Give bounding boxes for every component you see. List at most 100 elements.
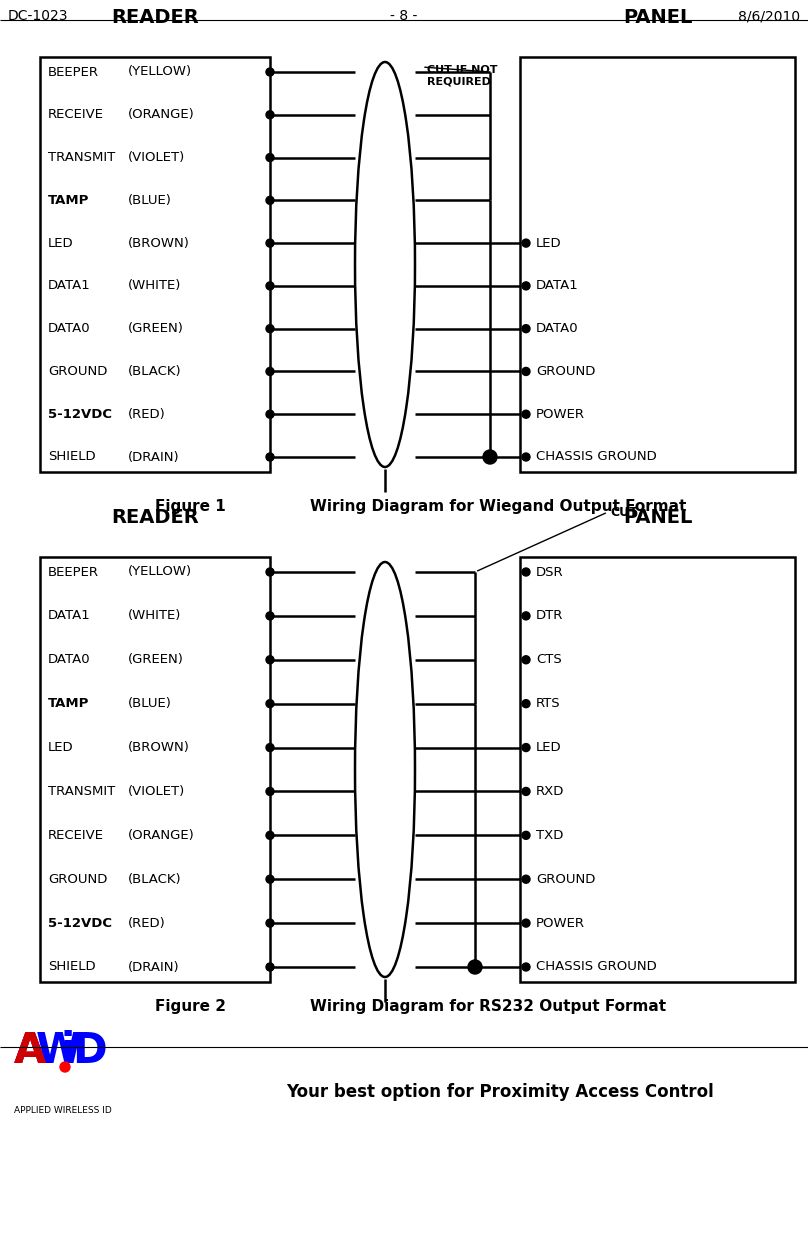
Circle shape: [522, 875, 530, 883]
Text: DATA0: DATA0: [48, 653, 90, 666]
Ellipse shape: [355, 62, 415, 466]
Circle shape: [266, 787, 274, 796]
Text: READER: READER: [112, 7, 199, 27]
Text: DC-1023: DC-1023: [8, 9, 69, 22]
Circle shape: [522, 612, 530, 620]
Circle shape: [266, 282, 274, 289]
Text: Wiring Diagram for RS232 Output Format: Wiring Diagram for RS232 Output Format: [310, 999, 666, 1014]
Text: CHASSIS GROUND: CHASSIS GROUND: [536, 450, 657, 464]
Text: (WHITE): (WHITE): [128, 610, 181, 622]
Text: READER: READER: [112, 508, 199, 527]
Text: (GREEN): (GREEN): [128, 653, 184, 666]
Text: TAMP: TAMP: [48, 697, 90, 711]
Circle shape: [266, 743, 274, 752]
Bar: [40, 57, 270, 473]
Text: RXD: RXD: [536, 784, 564, 798]
Text: GROUND: GROUND: [536, 873, 595, 885]
Circle shape: [266, 153, 274, 162]
Bar: [40, 557, 270, 981]
Text: PANEL: PANEL: [623, 7, 692, 27]
Text: DATA1: DATA1: [48, 610, 90, 622]
Text: (DRAIN): (DRAIN): [128, 960, 179, 974]
Text: TAMP: TAMP: [48, 193, 90, 207]
Text: Figure 2: Figure 2: [155, 999, 226, 1014]
Circle shape: [522, 787, 530, 796]
Text: SHIELD: SHIELD: [48, 960, 95, 974]
Text: (BLACK): (BLACK): [128, 873, 182, 885]
Text: (GREEN): (GREEN): [128, 322, 184, 335]
Text: BEEPER: BEEPER: [48, 66, 99, 79]
Circle shape: [522, 700, 530, 707]
Text: (DRAIN): (DRAIN): [128, 450, 179, 464]
Text: LED: LED: [48, 741, 74, 754]
Text: APPLIED WIRELESS ID: APPLIED WIRELESS ID: [14, 1106, 112, 1115]
Text: W: W: [36, 1030, 82, 1072]
Circle shape: [266, 567, 274, 576]
Circle shape: [266, 196, 274, 205]
Text: BEEPER: BEEPER: [48, 565, 99, 579]
Circle shape: [266, 963, 274, 971]
Circle shape: [522, 963, 530, 971]
Text: (BROWN): (BROWN): [128, 237, 190, 249]
Text: 5-12VDC: 5-12VDC: [48, 917, 112, 929]
Circle shape: [266, 111, 274, 118]
Circle shape: [522, 410, 530, 418]
Circle shape: [266, 368, 274, 375]
Text: (ORANGE): (ORANGE): [128, 829, 195, 842]
Text: (YELLOW): (YELLOW): [128, 66, 192, 79]
Circle shape: [266, 656, 274, 663]
Circle shape: [522, 324, 530, 333]
Text: Wiring Diagram for Wiegand Output Format: Wiring Diagram for Wiegand Output Format: [310, 499, 686, 514]
Text: A: A: [14, 1030, 46, 1072]
Circle shape: [266, 324, 274, 333]
Text: DATA0: DATA0: [48, 322, 90, 335]
Text: LED: LED: [536, 741, 562, 754]
Text: Figure 1: Figure 1: [155, 499, 225, 514]
Text: POWER: POWER: [536, 408, 585, 420]
Circle shape: [522, 832, 530, 839]
Text: GROUND: GROUND: [48, 873, 107, 885]
Text: A: A: [14, 1030, 46, 1072]
Circle shape: [522, 656, 530, 663]
Circle shape: [266, 453, 274, 461]
Circle shape: [266, 919, 274, 927]
Circle shape: [266, 69, 274, 76]
Text: DTR: DTR: [536, 610, 563, 622]
Circle shape: [266, 410, 274, 418]
Text: CUT IF NOT
REQUIRED: CUT IF NOT REQUIRED: [427, 65, 498, 86]
Text: TRANSMIT: TRANSMIT: [48, 784, 116, 798]
Text: (BLACK): (BLACK): [128, 365, 182, 378]
Text: (BLUE): (BLUE): [128, 193, 172, 207]
Text: (BLUE): (BLUE): [128, 697, 172, 711]
Text: CHASSIS GROUND: CHASSIS GROUND: [536, 960, 657, 974]
Circle shape: [522, 368, 530, 375]
Text: i: i: [60, 1030, 74, 1072]
Bar: [520, 557, 795, 981]
Circle shape: [266, 875, 274, 883]
Circle shape: [468, 960, 482, 974]
Text: RECEIVE: RECEIVE: [48, 829, 104, 842]
Text: CTS: CTS: [536, 653, 562, 666]
Text: Your best option for Proximity Access Control: Your best option for Proximity Access Co…: [286, 1082, 714, 1101]
Text: DATA0: DATA0: [536, 322, 579, 335]
Circle shape: [266, 239, 274, 247]
Circle shape: [266, 832, 274, 839]
Circle shape: [266, 612, 274, 620]
Text: (YELLOW): (YELLOW): [128, 565, 192, 579]
Text: RTS: RTS: [536, 697, 561, 711]
Text: DATA1: DATA1: [48, 279, 90, 292]
Text: RECEIVE: RECEIVE: [48, 108, 104, 121]
Text: D: D: [72, 1030, 107, 1072]
Text: (BROWN): (BROWN): [128, 741, 190, 754]
Circle shape: [522, 453, 530, 461]
Text: (RED): (RED): [128, 917, 166, 929]
Text: (RED): (RED): [128, 408, 166, 420]
Text: DSR: DSR: [536, 565, 564, 579]
Text: GROUND: GROUND: [48, 365, 107, 378]
Bar: [520, 57, 795, 473]
Ellipse shape: [355, 562, 415, 976]
Text: POWER: POWER: [536, 917, 585, 929]
Circle shape: [522, 743, 530, 752]
Circle shape: [483, 450, 497, 464]
Text: PANEL: PANEL: [623, 508, 692, 527]
